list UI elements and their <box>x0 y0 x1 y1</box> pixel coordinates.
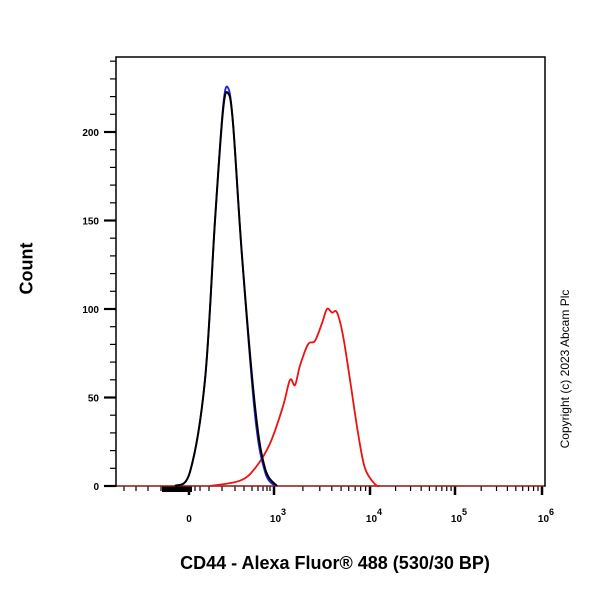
y-tick-label: 150 <box>82 217 99 228</box>
copyright-notice: Copyright (c) 2023 Abcam Plc <box>558 289 572 449</box>
unstained-histogram-black <box>174 90 278 487</box>
plot-frame <box>115 56 546 487</box>
x-tick-label: 106 <box>538 507 554 525</box>
x-tick-label: 103 <box>270 507 286 525</box>
y-tick-label: 0 <box>93 482 99 493</box>
isotype-histogram-blue <box>174 85 276 487</box>
y-tick-label: 100 <box>82 305 99 316</box>
x-dense-ticks <box>162 486 192 492</box>
x-tick-label: 105 <box>451 507 467 525</box>
x-tick-label: 104 <box>366 507 382 525</box>
x-tick-label: 0 <box>186 514 192 525</box>
y-tick-label: 200 <box>82 128 99 139</box>
cd44-histogram-red <box>209 307 381 488</box>
y-axis-label: Count <box>16 242 37 295</box>
x-axis: 0 103 104 105 106 <box>123 486 554 525</box>
histogram-series <box>117 85 544 488</box>
x-axis-label: CD44 - Alexa Fluor® 488 (530/30 BP) <box>180 553 490 573</box>
y-tick-label: 50 <box>88 394 100 405</box>
y-axis: 0 50 100 150 200 <box>82 60 116 493</box>
